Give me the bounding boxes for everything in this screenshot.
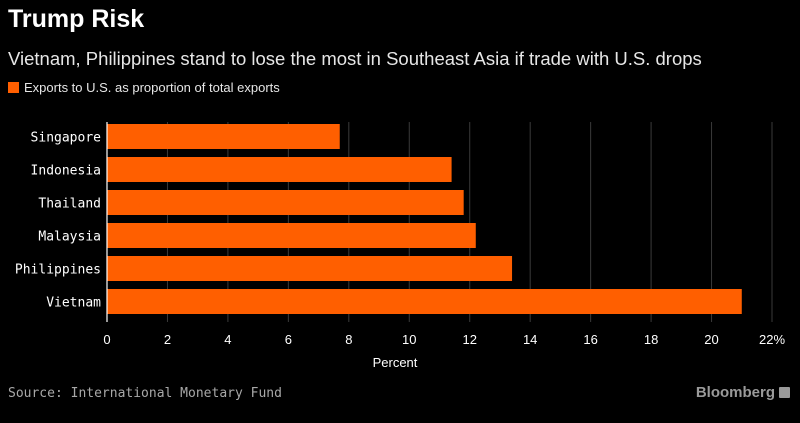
legend: Exports to U.S. as proportion of total e… [8,80,280,95]
chart-title: Trump Risk [8,5,145,33]
bar [107,190,464,215]
bar [107,124,340,149]
bloomberg-logo: Bloomberg [696,384,790,401]
brand-mark-icon [779,387,790,398]
x-tick-label: 2 [164,332,171,347]
bar [107,223,476,248]
bar [107,256,513,281]
brand-name: Bloomberg [695,384,775,401]
category-label: Thailand [38,197,101,212]
legend-label: Exports to U.S. as proportion of total e… [24,80,280,95]
x-tick-label: 8 [345,332,352,347]
category-label: Philippines [15,263,101,278]
x-tick-label: 0 [103,332,110,347]
x-axis-title: Percent [373,355,418,370]
x-tick-label: 20 [704,332,718,347]
legend-swatch [8,82,19,93]
x-tick-label: 18 [644,332,658,347]
x-tick-label: 10 [402,332,416,347]
category-label: Malaysia [38,230,101,245]
bar [107,157,452,182]
x-tick-label: 22% [759,332,785,347]
category-label: Singapore [31,131,102,146]
category-label: Indonesia [31,164,101,179]
x-tick-label: 6 [285,332,292,347]
chart-subtitle: Vietnam, Philippines stand to lose the m… [8,48,702,69]
bar [107,289,742,314]
category-label: Vietnam [46,296,101,311]
x-tick-label: 16 [583,332,597,347]
x-tick-label: 12 [462,332,476,347]
x-tick-label: 4 [224,332,231,347]
source-note: Source: International Monetary Fund [8,386,282,401]
x-tick-label: 14 [523,332,537,347]
